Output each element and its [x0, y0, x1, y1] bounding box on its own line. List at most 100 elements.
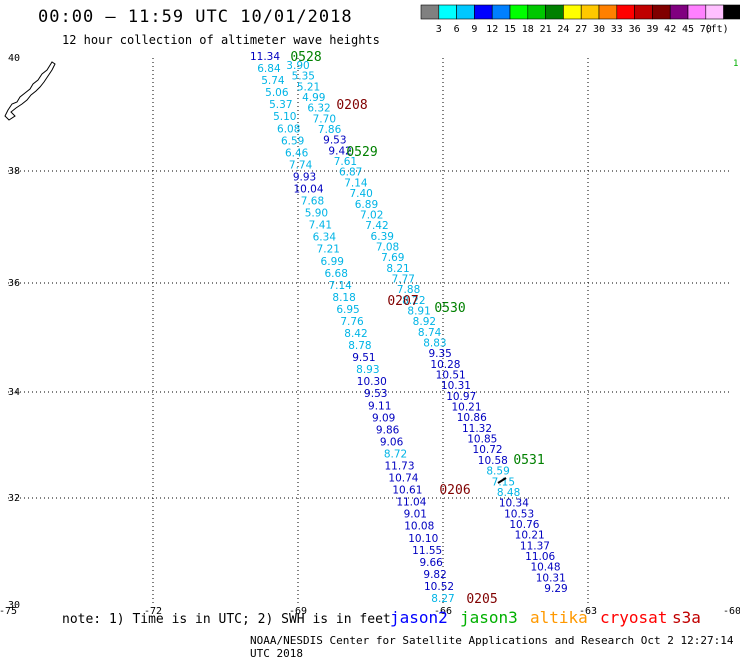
legend-label: 45	[682, 24, 694, 35]
map-grid: -75 -72 -69 -66 -63 -60 40 38 36 34 32 30 1.	[0, 53, 740, 617]
swh-value-track-b: 8.48	[497, 487, 520, 499]
swh-value-track-b: 10.34	[499, 498, 529, 510]
x-tick-label: -72	[144, 606, 162, 617]
swh-value-track-a: 9.66	[419, 557, 443, 569]
swh-value-track-a: 7.74	[289, 159, 313, 171]
legend-label: 21	[540, 24, 552, 35]
time-label: 0528	[290, 50, 321, 65]
time-label: 0531	[513, 453, 544, 468]
legend-swatch	[580, 4, 600, 20]
satellite-label: cryosat	[600, 608, 668, 627]
swh-value-track-a: 5.74	[261, 75, 285, 87]
swh-value-track-a: 7.41	[309, 220, 332, 232]
legend-swatch	[456, 4, 475, 20]
swh-value-track-a: 9.09	[372, 412, 395, 424]
time-label: 0205	[466, 592, 497, 607]
swh-value-track-a: 6.99	[321, 256, 344, 268]
y-tick-label: 40	[8, 53, 20, 64]
swh-value-track-b: 6.87	[339, 167, 362, 179]
swh-value-track-a: 9.01	[404, 509, 427, 521]
time-label: 0207	[387, 294, 418, 309]
legend-swatch	[491, 4, 511, 20]
edge-label: 1.	[733, 59, 740, 69]
swh-value-track-a: 7.68	[301, 196, 324, 208]
swh-value-track-b: 11.37	[520, 540, 550, 552]
swh-value-track-b: 9.42	[328, 145, 351, 157]
swh-value-track-b: 5.35	[292, 71, 315, 83]
swh-value-track-b: 10.48	[530, 562, 560, 574]
legend-label: 36	[629, 24, 641, 35]
swh-value-track-b: 8.92	[413, 316, 436, 328]
legend-swatch	[598, 4, 618, 20]
satellite-label: jason2	[390, 608, 448, 627]
swh-value-track-a: 8.42	[344, 328, 367, 340]
y-tick-label: 36	[8, 278, 20, 289]
legend-label: 12	[486, 24, 498, 35]
swh-value-track-a: 6.68	[325, 268, 348, 280]
swh-value-track-b: 7.02	[360, 209, 383, 221]
swh-value-track-a: 9.51	[352, 352, 375, 364]
swh-value-track-a: 5.06	[265, 87, 289, 99]
swh-value-track-a: 11.55	[412, 545, 442, 557]
x-tick-label: -63	[579, 606, 597, 617]
swh-value-track-b: 7.69	[381, 252, 404, 264]
swh-value-track-a: 6.46	[285, 147, 309, 159]
swh-value-track-a: 8.27	[431, 593, 454, 605]
track-segment-marker	[497, 477, 507, 484]
swh-value-track-a: 7.21	[317, 244, 340, 256]
x-tick-label: -69	[289, 606, 307, 617]
swh-value-track-a: 9.06	[380, 436, 404, 448]
footer-credit: NOAA/NESDIS Center for Satellite Applica…	[250, 634, 734, 660]
swh-value-track-a: 8.78	[348, 340, 371, 352]
swh-value-track-a: 10.04	[293, 183, 323, 195]
swh-value-track-a: 10.52	[424, 581, 454, 593]
swh-value-track-a: 9.82	[423, 569, 446, 581]
satellite-label: altika	[530, 608, 588, 627]
time-labels: 0528 0208 0529 0207 0530 0531 0206 0205	[290, 50, 544, 607]
swh-value-track-a: 10.61	[392, 485, 422, 497]
swh-value-track-b: 7.70	[313, 113, 336, 125]
swh-value-track-a: 5.37	[269, 99, 292, 111]
y-tick-label: 30	[8, 600, 20, 611]
legend-label: 70	[700, 24, 712, 35]
note-text: note: 1) Time is in UTC; 2) SWH is in fe…	[62, 612, 391, 627]
swh-value-track-a: 9.93	[293, 171, 316, 183]
page-subtitle: 12 hour collection of altimeter wave hei…	[62, 33, 380, 47]
swh-value-track-b: 7.15	[492, 476, 515, 488]
swh-value-track-a: 10.10	[408, 533, 438, 545]
swh-value-track-a: 10.08	[404, 521, 434, 533]
swh-value-track-a: 11.73	[384, 461, 414, 473]
swh-value-track-a: 7.76	[340, 316, 364, 328]
swh-value-track-b: 11.32	[462, 423, 492, 435]
legend-swatch	[687, 4, 707, 20]
swh-value-track-b: 10.21	[515, 530, 545, 542]
swh-value-track-a: 8.18	[332, 292, 355, 304]
time-label: 0529	[346, 145, 377, 160]
legend-label: 24	[557, 24, 569, 35]
coastline	[4, 61, 56, 121]
legend-swatch	[723, 4, 740, 20]
swh-value-track-b: 11.06	[525, 551, 555, 563]
swh-value-track-b: 8.59	[486, 466, 509, 478]
swh-value-track-b: 8.83	[423, 338, 446, 350]
swh-value-track-a: 7.14	[328, 280, 352, 292]
x-tick-label: -60	[723, 606, 740, 617]
swh-value-track-b: 5.21	[297, 81, 320, 93]
legend-label: 18	[522, 24, 534, 35]
swh-value-track-a: 9.11	[368, 400, 391, 412]
swh-value-track-b: 10.76	[509, 519, 539, 531]
legend-swatch	[474, 4, 493, 20]
swh-value-track-b: 10.72	[473, 444, 503, 456]
time-label: 0208	[336, 98, 367, 113]
swh-value-track-a: 10.74	[388, 473, 418, 485]
swh-value-track-b: 10.85	[467, 434, 497, 446]
swh-value-track-b: 7.77	[392, 273, 415, 285]
legend-swatch	[616, 4, 635, 20]
swh-value-track-b: 7.14	[344, 177, 368, 189]
legend-swatch	[420, 4, 440, 20]
satellite-label: jason3	[460, 608, 518, 627]
x-tick-label: -66	[434, 606, 452, 617]
y-tick-label: 38	[8, 166, 20, 177]
swh-value-track-b: 10.51	[436, 370, 466, 382]
swh-value-track-b: 7.08	[376, 241, 399, 253]
